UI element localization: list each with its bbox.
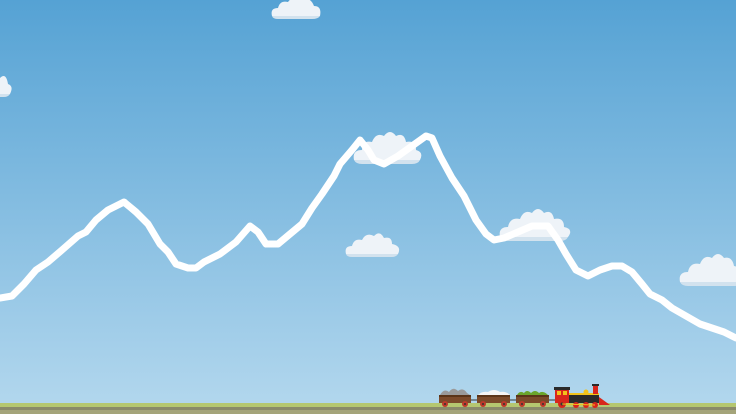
ground-strip [0, 403, 736, 414]
wagon-snow [477, 390, 510, 407]
train[interactable] [436, 383, 612, 409]
cloud-2 [0, 76, 12, 97]
wagon-rocks [439, 388, 471, 407]
locomotive [554, 384, 610, 408]
wagon-plants [516, 391, 549, 407]
cloud-1 [271, 0, 321, 19]
cloud-6 [679, 254, 736, 286]
cloud-5 [345, 233, 400, 257]
